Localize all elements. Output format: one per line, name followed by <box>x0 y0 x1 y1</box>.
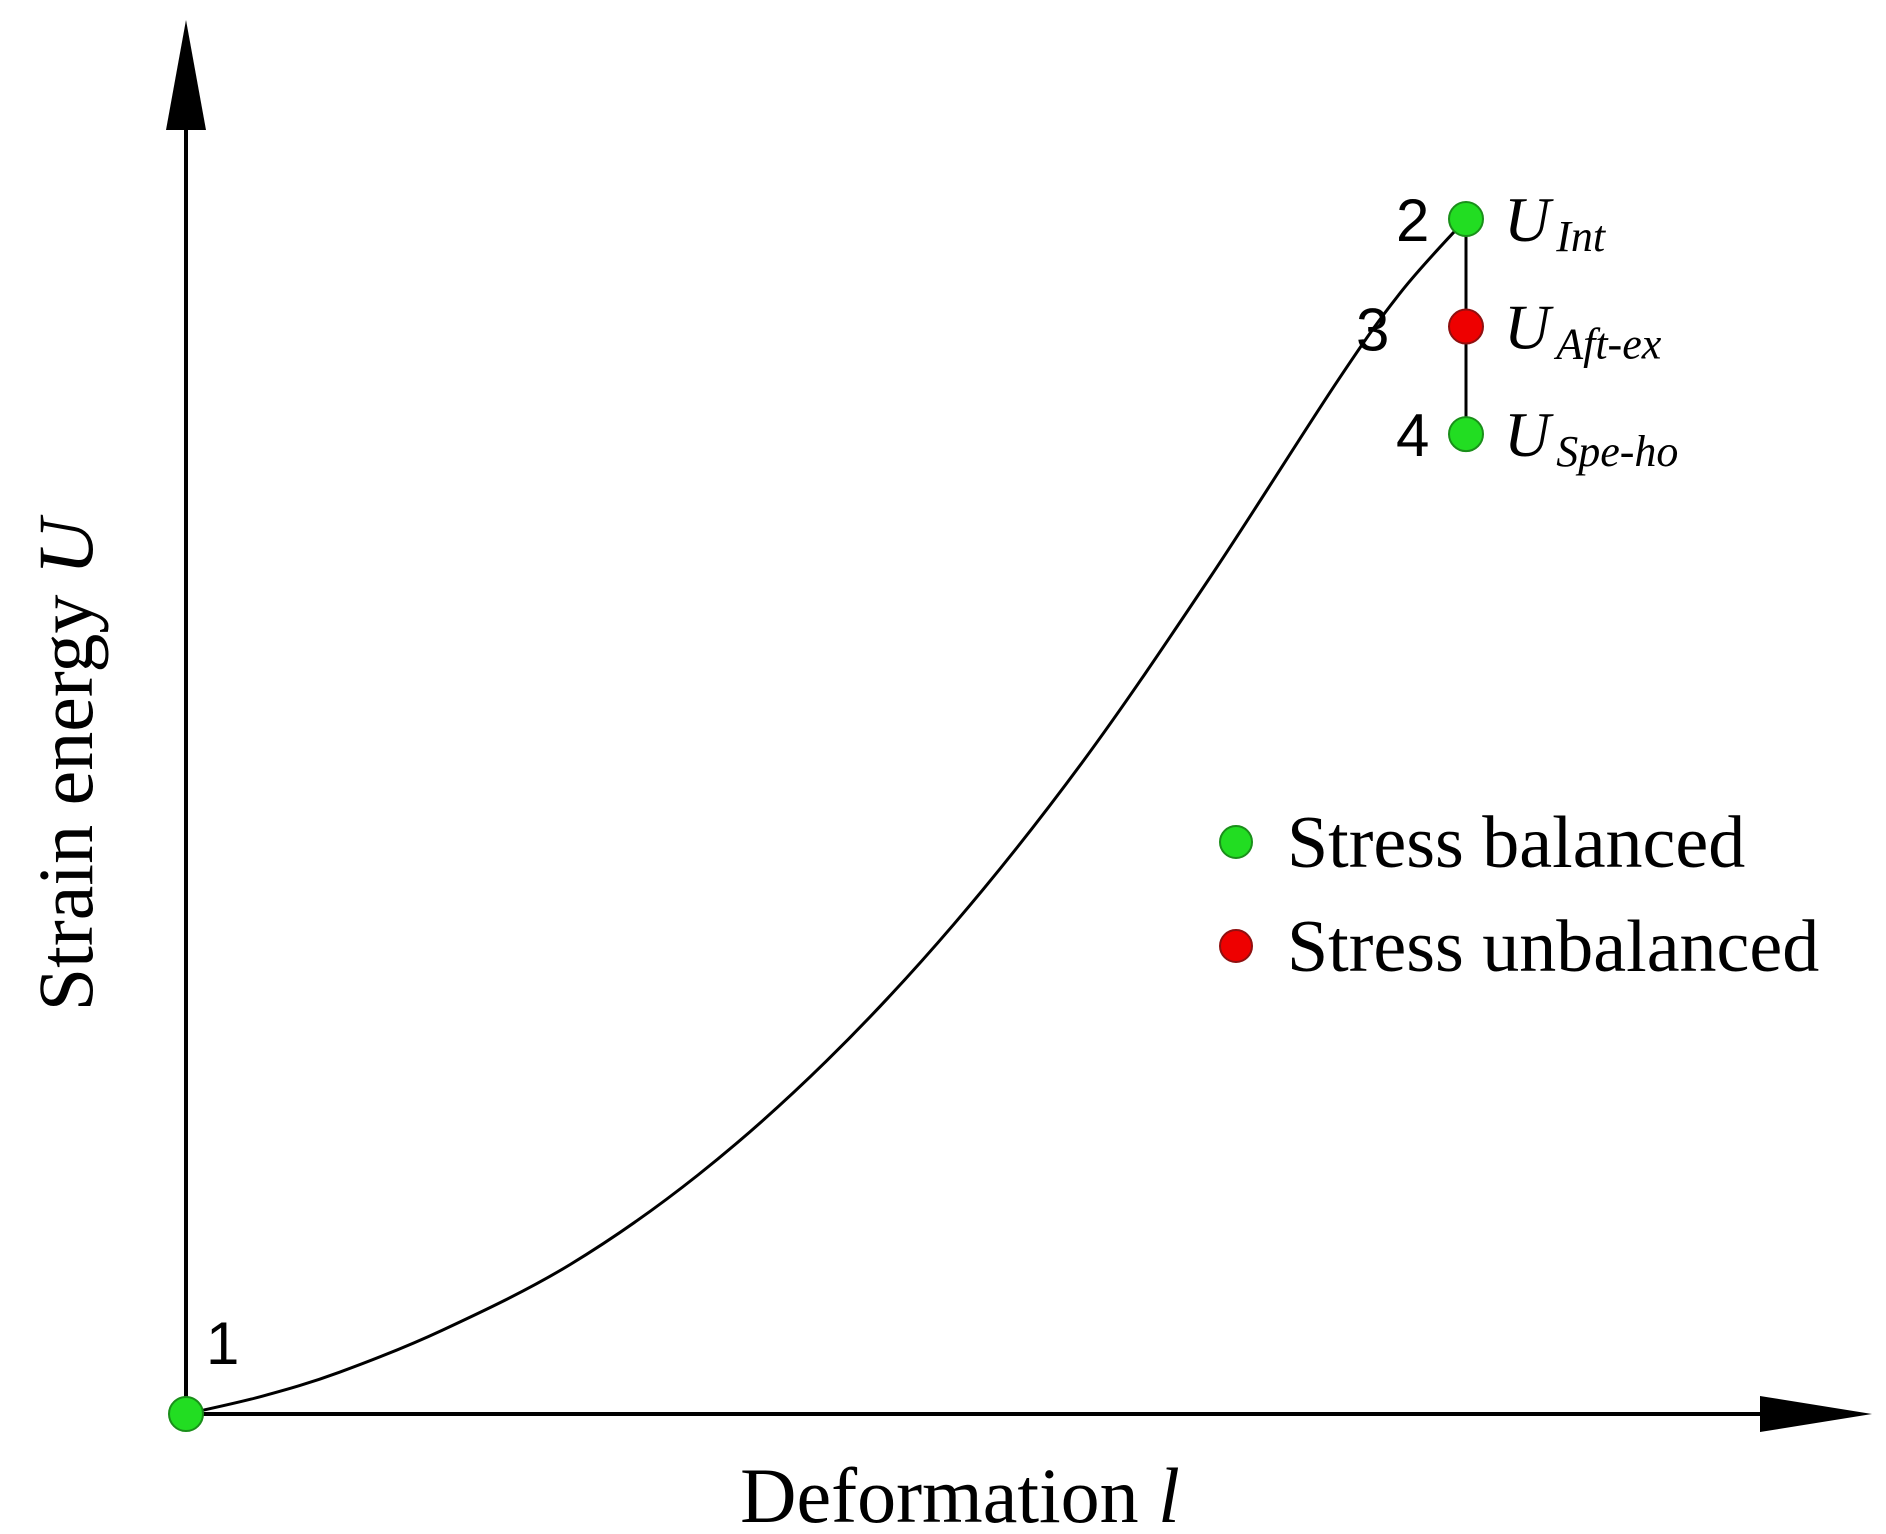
x-axis-arrow <box>1760 1396 1872 1432</box>
annotation-symbol: U <box>1504 292 1554 363</box>
point-3-marker <box>1448 308 1484 345</box>
y-axis-title-text: Strain energy <box>22 575 109 1011</box>
point-2-energy-annotation: U Int <box>1504 184 1607 261</box>
annotation-subscript: Spe-ho <box>1556 427 1678 476</box>
legend-unbalanced-marker <box>1219 929 1253 963</box>
y-axis-title-variable: U <box>22 514 109 575</box>
y-axis-title: Strain energy U <box>22 514 109 1011</box>
x-axis-title-text: Deformation <box>740 1452 1158 1534</box>
x-axis-title: Deformation l <box>740 1452 1180 1534</box>
point-2-label: 2 <box>1396 187 1429 254</box>
point-4-label: 4 <box>1396 402 1429 469</box>
point-4-energy-annotation: U Spe-ho <box>1504 399 1678 476</box>
point-1-label: 1 <box>206 1310 239 1377</box>
point-4-marker <box>1448 416 1484 453</box>
legend: Stress balanced Stress unbalanced <box>1219 802 1819 988</box>
legend-balanced-marker <box>1219 825 1253 859</box>
legend-balanced-label: Stress balanced <box>1287 802 1745 884</box>
point-2-marker <box>1448 201 1484 237</box>
legend-unbalanced-label: Stress unbalanced <box>1287 906 1819 988</box>
point-3-energy-annotation: U Aft-ex <box>1504 292 1662 369</box>
annotation-symbol: U <box>1504 399 1554 470</box>
point-3-label: 3 <box>1356 297 1389 364</box>
annotation-subscript: Int <box>1555 212 1607 261</box>
x-axis-title-variable: l <box>1158 1452 1180 1534</box>
annotation-symbol: U <box>1504 184 1554 255</box>
point-1-marker <box>168 1396 204 1432</box>
strain-energy-curve <box>185 218 1468 1416</box>
y-axis-arrow <box>166 20 206 130</box>
annotation-subscript: Aft-ex <box>1553 320 1662 369</box>
